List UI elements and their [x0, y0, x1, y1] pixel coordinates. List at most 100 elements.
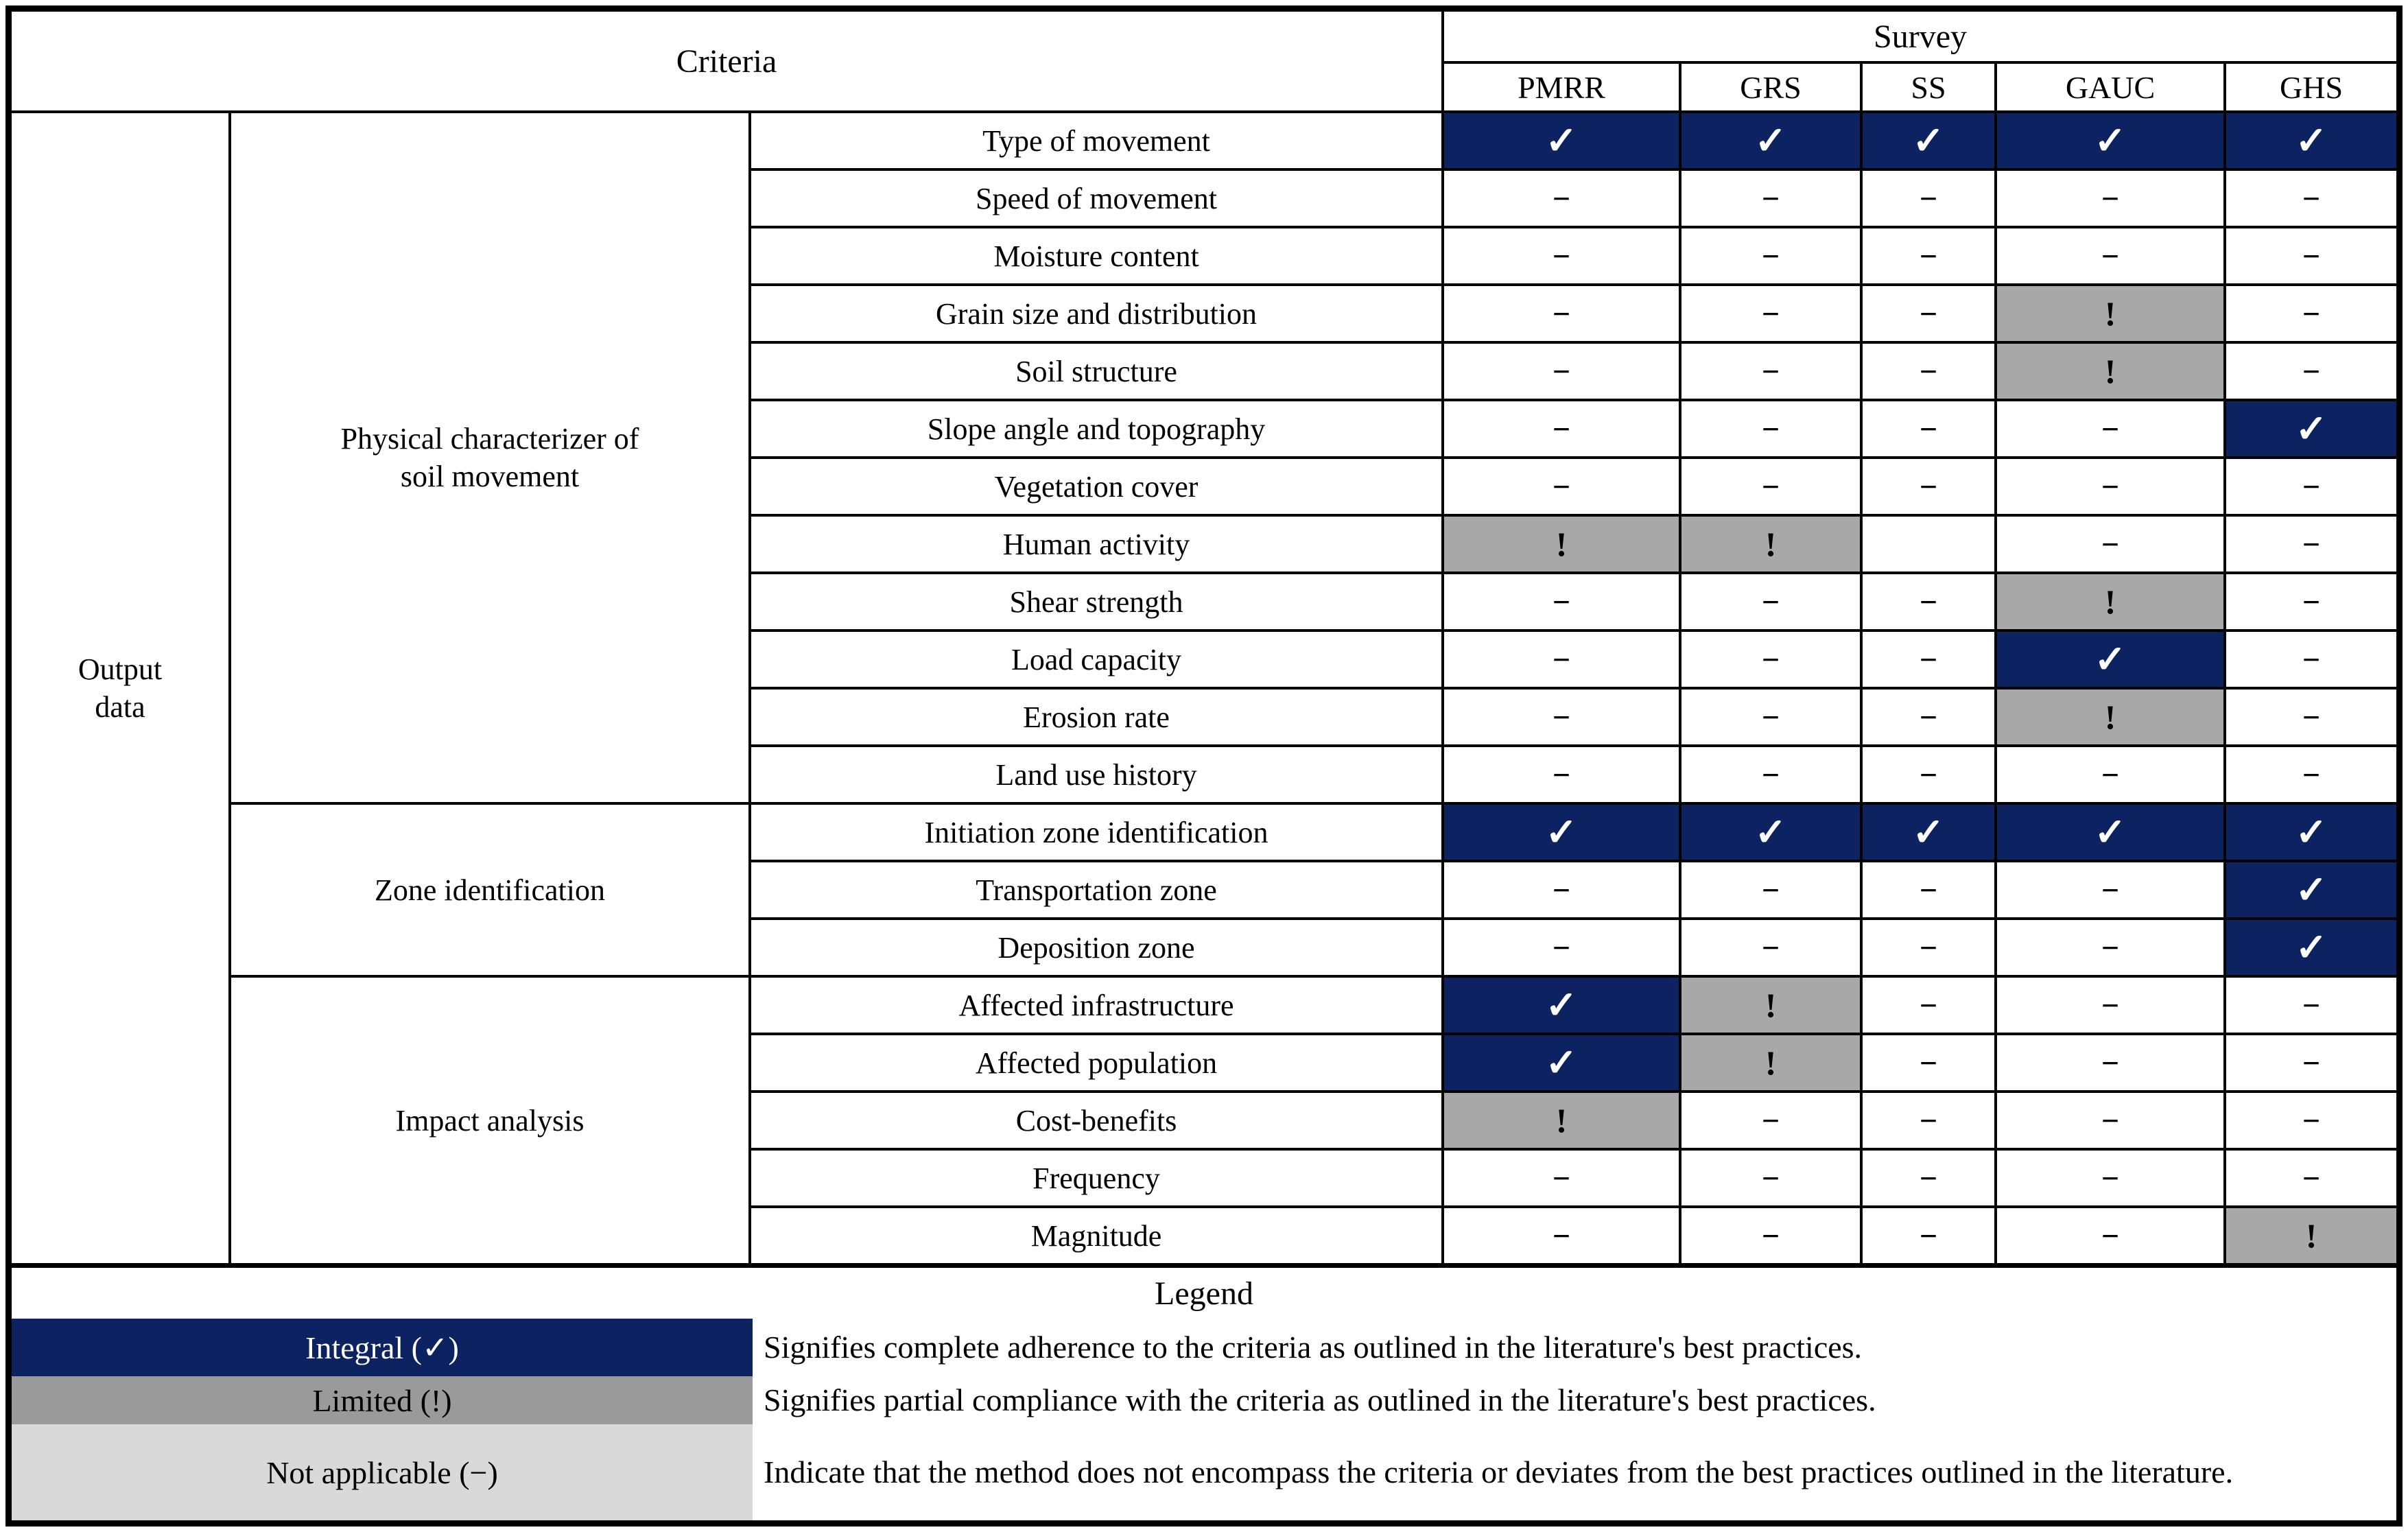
- mark-cell-gauc: −: [1994, 1148, 2227, 1208]
- legend-rows: Integral (✓) Signifies complete adherence…: [12, 1319, 2396, 1520]
- criterion-label: Affected infrastructure: [748, 975, 1445, 1035]
- mark-cell-pmrr: −: [1441, 917, 1682, 978]
- survey-column-header-gauc: GAUC: [1994, 61, 2227, 113]
- mark-cell-ss: ✓: [1860, 802, 1998, 862]
- criterion-label: Vegetation cover: [748, 456, 1445, 517]
- legend-section: Legend Integral (✓) Signifies complete ad…: [12, 1268, 2396, 1520]
- mark-cell-pmrr: −: [1441, 1148, 1682, 1208]
- mark-cell-grs: −: [1679, 456, 1863, 517]
- criterion-label: Magnitude: [748, 1205, 1445, 1268]
- legend-row-integral: Integral (✓) Signifies complete adherence…: [12, 1319, 2396, 1376]
- mark-cell-gauc: −: [1994, 744, 2227, 805]
- mark-cell-pmrr: −: [1441, 629, 1682, 690]
- table-row: Frequency − − − − −: [12, 1148, 2397, 1208]
- mark-cell-ghs: ✓: [2223, 399, 2397, 459]
- mark-cell-pmrr: −: [1441, 687, 1682, 747]
- mark-cell-ghs: −: [2223, 687, 2397, 747]
- survey-column-header-ss: SS: [1860, 61, 1998, 113]
- mark-cell-ghs: −: [2223, 168, 2397, 228]
- mark-cell-gauc: −: [1994, 975, 2227, 1035]
- table-row: Deposition zone − − − − ✓: [12, 917, 2397, 978]
- legend-swatch-integral: Integral (✓): [12, 1319, 753, 1376]
- mark-cell-ghs: ✓: [2223, 110, 2397, 171]
- legend-row-limited: Limited (!) Signifies partial compliance …: [12, 1376, 2396, 1424]
- mark-cell-pmrr: −: [1441, 283, 1682, 344]
- survey-header: Survey: [1441, 12, 2397, 64]
- table-row: Vegetation cover − − − − −: [12, 456, 2397, 517]
- mark-cell-ss: −: [1860, 283, 1998, 344]
- mark-cell-grs: −: [1679, 168, 1863, 228]
- mark-cell-ss: −: [1860, 1148, 1998, 1208]
- table-row: Speed of movement − − − − −: [12, 168, 2397, 228]
- criterion-label: Initiation zone identification: [748, 802, 1445, 862]
- mark-cell-grs: −: [1679, 399, 1863, 459]
- criterion-label: Moisture content: [748, 226, 1445, 286]
- table-row: Erosion rate − − −! −: [12, 687, 2397, 747]
- mark-cell-ghs: −: [2223, 341, 2397, 401]
- criterion-label: Cost-benefits: [748, 1090, 1445, 1151]
- legend-description-limited: Signifies partial compliance with the cr…: [764, 1382, 1876, 1418]
- criterion-label: Affected population: [748, 1033, 1445, 1093]
- mark-cell-grs: !: [1679, 975, 1863, 1035]
- mark-cell-ghs: −: [2223, 629, 2397, 690]
- criterion-label: Load capacity: [748, 629, 1445, 690]
- mark-cell-ghs: −: [2223, 1148, 2397, 1208]
- mark-cell-grs: −: [1679, 1148, 1863, 1208]
- mark-cell-ghs: −: [2223, 283, 2397, 344]
- mark-cell-gauc: !: [1994, 687, 2227, 747]
- mark-cell-ghs: −: [2223, 226, 2397, 286]
- mark-cell-gauc: −: [1994, 860, 2227, 920]
- mark-cell-grs: −: [1679, 687, 1863, 747]
- mark-cell-gauc: −: [1994, 399, 2227, 459]
- mark-cell-grs: !: [1679, 514, 1863, 574]
- mark-cell-gauc: !: [1994, 283, 2227, 344]
- mark-cell-gauc: !: [1994, 341, 2227, 401]
- table-row: Soil structure − − −! −: [12, 341, 2397, 401]
- mark-cell-pmrr: !: [1441, 1090, 1682, 1151]
- mark-cell-gauc: ✓: [1994, 802, 2227, 862]
- mark-cell-ss: ✓: [1860, 110, 1998, 171]
- mark-cell-pmrr: ✓: [1441, 110, 1682, 171]
- legend-swatch-na: Not applicable (−): [12, 1424, 753, 1520]
- mark-cell-gauc: −: [1994, 456, 2227, 517]
- mark-cell-grs: −: [1679, 341, 1863, 401]
- mark-cell-ghs: ✓: [2223, 860, 2397, 920]
- criterion-label: Human activity: [748, 514, 1445, 574]
- mark-cell-ss: −: [1860, 456, 1998, 517]
- survey-column-header-grs: GRS: [1679, 61, 1863, 113]
- criterion-label: Shear strength: [748, 571, 1445, 632]
- criterion-label: Erosion rate: [748, 687, 1445, 747]
- mark-cell-ghs: −: [2223, 1033, 2397, 1093]
- criterion-label: Transportation zone: [748, 860, 1445, 920]
- mark-cell-ghs: −: [2223, 744, 2397, 805]
- criterion-label: Soil structure: [748, 341, 1445, 401]
- mark-cell-gauc: ✓: [1994, 110, 2227, 171]
- mark-cell-ss: −: [1860, 860, 1998, 920]
- criterion-label: Slope angle and topography: [748, 399, 1445, 459]
- table-row: Impact analysis Affected infrastructure ✓!…: [12, 975, 2397, 1268]
- mark-cell-pmrr: ✓: [1441, 975, 1682, 1035]
- survey-column-header-ghs: GHS: [2223, 61, 2397, 113]
- mark-cell-ghs: ✓: [2223, 802, 2397, 862]
- mark-cell-grs: −: [1679, 917, 1863, 978]
- mark-cell-pmrr: !: [1441, 514, 1682, 574]
- mark-cell-pmrr: ✓: [1441, 1033, 1682, 1093]
- mark-cell-ghs: −: [2223, 1090, 2397, 1151]
- mark-cell-gauc: −: [1994, 917, 2227, 978]
- table-row: Cost-benefits! − − − −: [12, 1090, 2397, 1151]
- mark-cell-ghs: −: [2223, 514, 2397, 574]
- header-row-top: Criteria Survey: [12, 12, 2397, 113]
- survey-column-header-pmrr: PMRR: [1441, 61, 1682, 113]
- criterion-label: Deposition zone: [748, 917, 1445, 978]
- mark-cell-ss: −: [1860, 1090, 1998, 1151]
- legend-description-na: Indicate that the method does not encomp…: [764, 1454, 2234, 1490]
- mark-cell-ss: −: [1860, 975, 1998, 1035]
- mark-cell-pmrr: −: [1441, 860, 1682, 920]
- table-row: Land use history − − − − −: [12, 744, 2397, 805]
- mark-cell-ss: −: [1860, 399, 1998, 459]
- legend-title: Legend: [1155, 1275, 1253, 1312]
- table-row: Output data Physical characterizer of soi…: [12, 110, 2397, 1268]
- table-row: Transportation zone − − − − ✓: [12, 860, 2397, 920]
- mark-cell-grs: −: [1679, 283, 1863, 344]
- criteria-survey-table: Criteria Survey PMRR GRS SS GAUC GHS Output …: [12, 12, 2397, 1268]
